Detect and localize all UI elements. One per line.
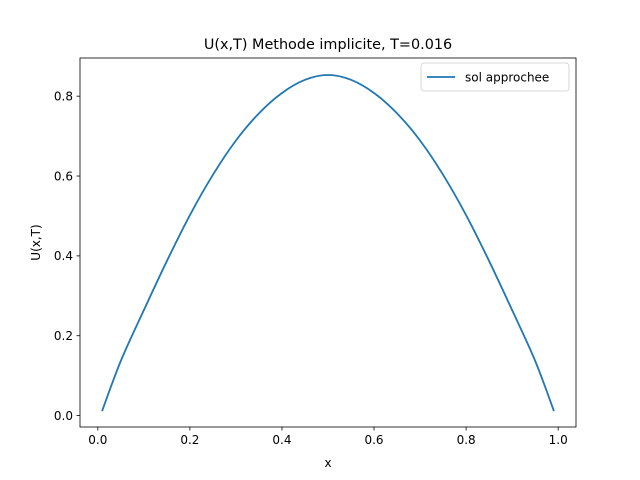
y-tick-label: 0.2: [54, 329, 73, 343]
x-tick-label: 0.8: [457, 433, 476, 447]
chart-title: U(x,T) Methode implicite, T=0.016: [204, 37, 452, 53]
y-tick-label: 0.8: [54, 89, 73, 103]
y-tick-label: 0.6: [54, 169, 73, 183]
series-line-0: [101, 74, 555, 412]
plot-frame: [79, 57, 577, 428]
x-tick-label: 0.2: [180, 433, 199, 447]
legend-box: [420, 62, 570, 92]
ticks-layer: 0.0 0.2 0.4 0.6 0.8 1.0 0.0 0.2 0.4 0.6 0.8: [54, 89, 568, 447]
x-axis-label: x: [324, 456, 331, 470]
x-tick-label: 1.0: [549, 433, 568, 447]
y-tick-label: 0.0: [54, 409, 73, 423]
x-tick-label: 0.4: [272, 433, 291, 447]
legend-label: sol approchee: [465, 71, 549, 85]
legend: sol approchee: [420, 62, 570, 92]
x-tick-label: 0.0: [88, 433, 107, 447]
series-layer: [101, 74, 555, 412]
y-tick-label: 0.4: [54, 249, 73, 263]
y-axis-label: U(x,T): [29, 224, 43, 260]
plot-area: [80, 58, 576, 427]
x-tick-label: 0.6: [364, 433, 383, 447]
